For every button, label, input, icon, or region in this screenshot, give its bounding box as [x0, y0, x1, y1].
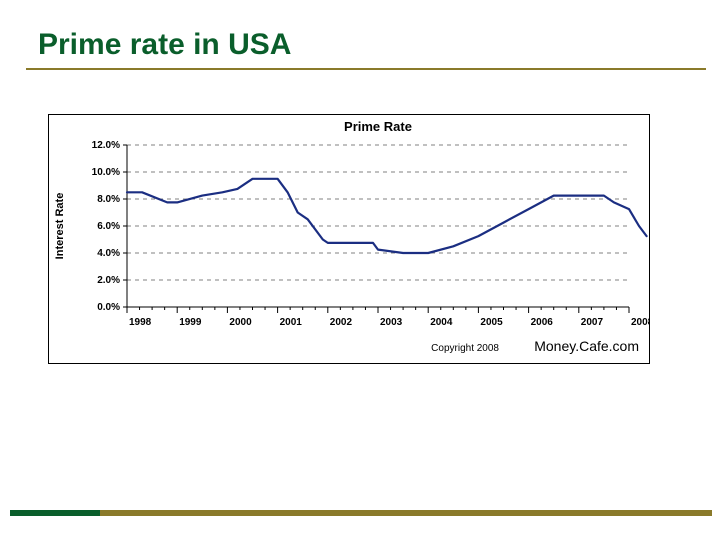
- svg-text:2006: 2006: [531, 317, 554, 328]
- title-rule: [26, 68, 706, 70]
- svg-text:Money.Cafe.com: Money.Cafe.com: [534, 338, 639, 354]
- chart-frame: 0.0% 2.0% 4.0% 6.0% 8.0% 10.0% 12.0% 1998 1999 20…: [48, 114, 650, 364]
- svg-text:1998: 1998: [129, 317, 152, 328]
- page-title: Prime rate in USA: [38, 28, 291, 62]
- svg-text:6.0%: 6.0%: [97, 221, 120, 232]
- svg-text:2007: 2007: [581, 317, 604, 328]
- svg-text:Interest Rate: Interest Rate: [54, 193, 66, 260]
- svg-text:2000: 2000: [229, 317, 252, 328]
- svg-text:2003: 2003: [380, 317, 403, 328]
- svg-text:4.0%: 4.0%: [97, 248, 120, 259]
- svg-text:12.0%: 12.0%: [92, 140, 120, 151]
- prime-rate-chart: 0.0% 2.0% 4.0% 6.0% 8.0% 10.0% 12.0% 1998 1999 20…: [49, 115, 649, 363]
- svg-text:Copyright 2008: Copyright 2008: [431, 343, 499, 354]
- svg-text:2008: 2008: [631, 317, 649, 328]
- svg-text:2002: 2002: [330, 317, 353, 328]
- svg-text:2004: 2004: [430, 317, 453, 328]
- svg-text:2.0%: 2.0%: [97, 275, 120, 286]
- slide: Prime rate in USA 0.0% 2.0% 4.0% 6.0% 8.0% 10…: [0, 0, 720, 540]
- bottom-bar-accent: [10, 510, 100, 516]
- svg-text:2001: 2001: [280, 317, 303, 328]
- bottom-bar: [10, 510, 712, 516]
- svg-text:2005: 2005: [480, 317, 503, 328]
- svg-text:8.0%: 8.0%: [97, 194, 120, 205]
- svg-text:Prime Rate: Prime Rate: [344, 119, 412, 134]
- svg-text:0.0%: 0.0%: [97, 302, 120, 313]
- svg-text:1999: 1999: [179, 317, 202, 328]
- svg-text:10.0%: 10.0%: [92, 167, 120, 178]
